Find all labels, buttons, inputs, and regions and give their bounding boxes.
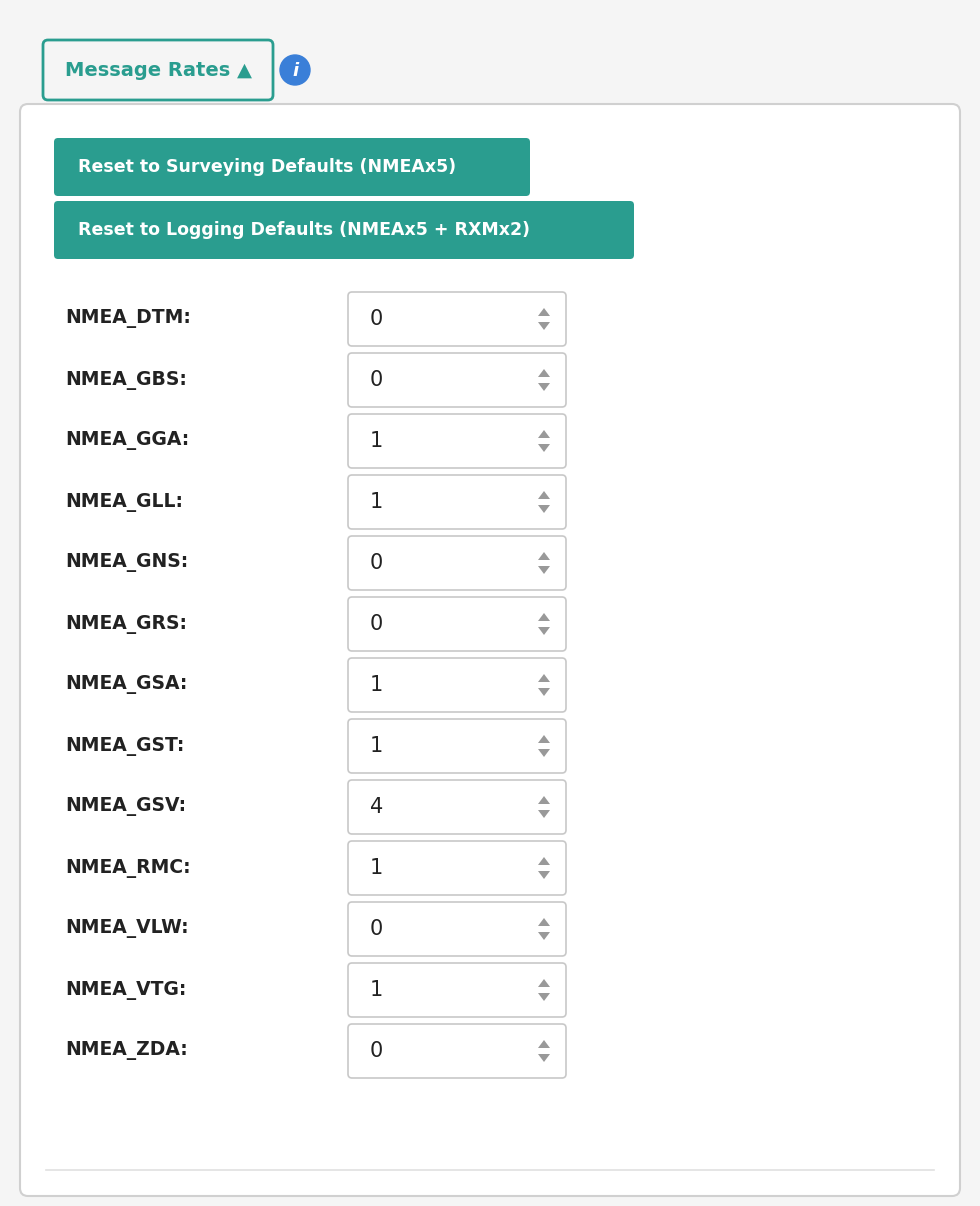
Polygon shape [538,1040,550,1048]
Polygon shape [538,857,550,865]
Text: i: i [292,62,298,80]
Polygon shape [538,491,550,499]
FancyBboxPatch shape [348,780,566,835]
FancyBboxPatch shape [348,414,566,468]
FancyBboxPatch shape [348,719,566,773]
Polygon shape [538,552,550,560]
Polygon shape [538,810,550,818]
Text: NMEA_GST:: NMEA_GST: [65,737,184,755]
FancyBboxPatch shape [348,1024,566,1078]
FancyBboxPatch shape [348,658,566,712]
Text: NMEA_RMC:: NMEA_RMC: [65,859,191,878]
Polygon shape [538,749,550,757]
Text: NMEA_GNS:: NMEA_GNS: [65,554,188,573]
Polygon shape [538,918,550,926]
FancyBboxPatch shape [348,902,566,956]
Polygon shape [538,322,550,330]
Text: 0: 0 [370,1041,383,1061]
Text: NMEA_VLW:: NMEA_VLW: [65,919,188,938]
Text: NMEA_GSV:: NMEA_GSV: [65,797,186,816]
Text: 0: 0 [370,309,383,329]
Text: 1: 1 [370,492,383,513]
Text: 4: 4 [370,797,383,816]
FancyBboxPatch shape [43,40,273,100]
Polygon shape [538,431,550,438]
Polygon shape [538,505,550,513]
Polygon shape [538,674,550,683]
Text: NMEA_GBS:: NMEA_GBS: [65,370,187,390]
FancyBboxPatch shape [348,292,566,346]
Text: 1: 1 [370,980,383,1000]
Polygon shape [538,627,550,636]
Text: NMEA_GRS:: NMEA_GRS: [65,615,187,633]
FancyBboxPatch shape [348,597,566,651]
Polygon shape [538,979,550,987]
FancyBboxPatch shape [20,104,960,1196]
FancyBboxPatch shape [348,964,566,1017]
FancyBboxPatch shape [54,137,530,197]
Text: Message Rates ▲: Message Rates ▲ [65,60,252,80]
Polygon shape [538,308,550,316]
Polygon shape [538,613,550,621]
Polygon shape [538,566,550,574]
Text: Reset to Surveying Defaults (NMEAx5): Reset to Surveying Defaults (NMEAx5) [78,158,456,176]
FancyBboxPatch shape [348,475,566,529]
Text: 0: 0 [370,554,383,573]
FancyBboxPatch shape [54,201,634,259]
Polygon shape [538,384,550,391]
Polygon shape [538,796,550,804]
Polygon shape [538,1054,550,1062]
Polygon shape [538,871,550,879]
Text: 0: 0 [370,370,383,390]
Text: 1: 1 [370,431,383,451]
FancyBboxPatch shape [348,535,566,590]
FancyBboxPatch shape [348,353,566,406]
Text: NMEA_VTG:: NMEA_VTG: [65,980,186,1000]
Text: 0: 0 [370,614,383,634]
Circle shape [280,55,310,84]
Polygon shape [538,932,550,939]
Text: 0: 0 [370,919,383,939]
Polygon shape [538,369,550,377]
FancyBboxPatch shape [348,841,566,895]
Text: NMEA_ZDA:: NMEA_ZDA: [65,1042,188,1060]
Polygon shape [538,687,550,696]
Polygon shape [538,734,550,743]
Text: NMEA_GGA:: NMEA_GGA: [65,432,189,451]
Text: Reset to Logging Defaults (NMEAx5 + RXMx2): Reset to Logging Defaults (NMEAx5 + RXMx… [78,221,530,239]
Text: NMEA_GSA:: NMEA_GSA: [65,675,187,695]
Text: NMEA_DTM:: NMEA_DTM: [65,310,191,328]
Text: 1: 1 [370,857,383,878]
Polygon shape [538,993,550,1001]
Polygon shape [538,444,550,452]
Text: 1: 1 [370,736,383,756]
Text: 1: 1 [370,675,383,695]
Text: NMEA_GLL:: NMEA_GLL: [65,492,183,511]
